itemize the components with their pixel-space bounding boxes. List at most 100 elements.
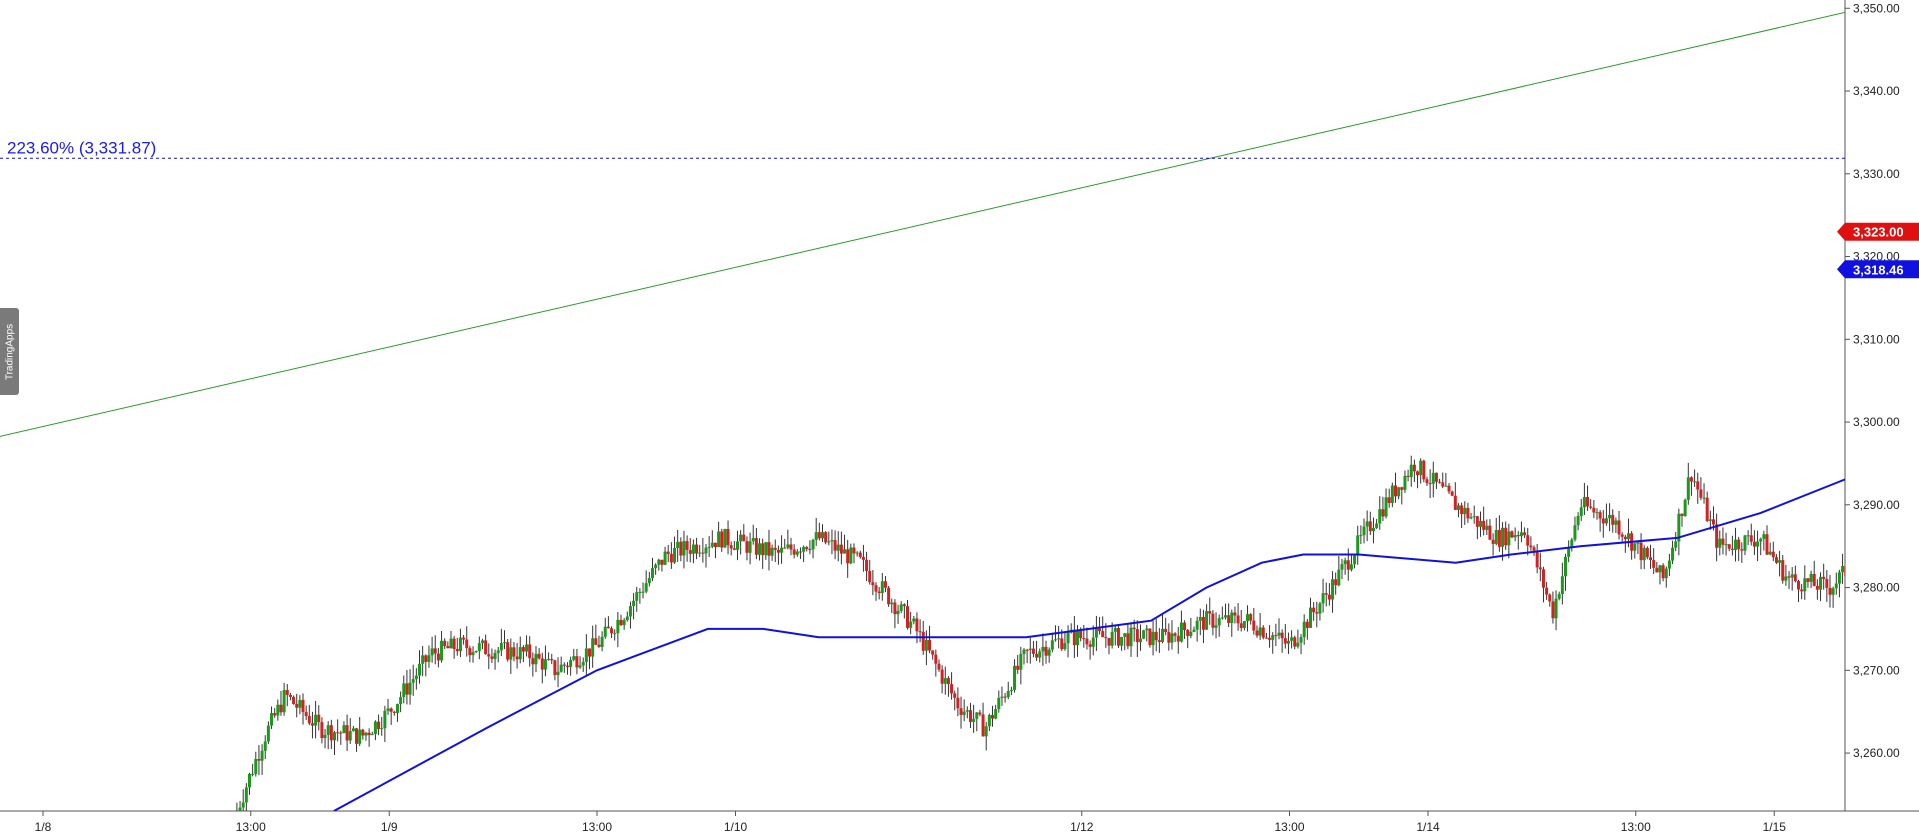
y-tick-label: 3,320.00: [1853, 250, 1900, 264]
candle-body: [1321, 593, 1325, 604]
candle-body: [1667, 560, 1671, 569]
candle-body: [1501, 527, 1505, 547]
candle-body: [1387, 497, 1391, 503]
candle-body: [975, 712, 979, 719]
candle-body: [1803, 578, 1807, 592]
candle-body: [1466, 507, 1470, 519]
candle-body: [909, 621, 913, 628]
candle-body: [666, 551, 670, 554]
candle-body: [1699, 489, 1703, 498]
candle-body: [317, 714, 321, 723]
candle-body: [1456, 505, 1460, 510]
candle-body: [556, 671, 560, 676]
candle-body: [1397, 487, 1401, 497]
candle-body: [858, 552, 862, 557]
candle-body: [581, 661, 585, 666]
candle-body: [1787, 576, 1791, 578]
candle-body: [1271, 635, 1275, 640]
candle-body: [534, 653, 538, 665]
candle-body: [1910, 546, 1913, 547]
candle-body: [1035, 653, 1039, 658]
candle-body: [1022, 649, 1026, 654]
candle-body: [764, 542, 768, 556]
candle-body: [880, 581, 884, 594]
candle-body: [1246, 614, 1250, 622]
candle-body: [1888, 552, 1891, 559]
candle-body: [1434, 472, 1438, 482]
candle-body: [1028, 648, 1032, 650]
candle-body: [1088, 644, 1092, 647]
candle-body: [1693, 481, 1697, 483]
candle-body: [946, 678, 950, 685]
candle-body: [348, 731, 352, 741]
last-price-badge-label: 3,323.00: [1853, 225, 1904, 240]
candle-body: [1428, 483, 1432, 485]
candle-body: [446, 646, 450, 649]
candle-body: [512, 647, 516, 657]
candle-body: [1806, 578, 1810, 582]
candle-body: [852, 547, 856, 554]
candle-body: [1161, 628, 1165, 642]
candle-body: [1460, 505, 1464, 515]
y-tick-label: 3,340.00: [1853, 84, 1900, 98]
candle-body: [553, 660, 557, 676]
candle-body: [1447, 485, 1451, 492]
candle-body: [474, 650, 478, 653]
candle-body: [685, 541, 689, 550]
candle-body: [314, 714, 318, 726]
candle-body: [610, 628, 614, 634]
candle-body: [1416, 471, 1420, 476]
candle-body: [792, 549, 796, 555]
candle-body: [635, 592, 639, 601]
candle-body: [1419, 460, 1423, 476]
candle-body: [798, 551, 802, 553]
candle-body: [370, 734, 374, 736]
candle-body: [462, 637, 466, 640]
candle-body: [748, 541, 752, 553]
candle-body: [1674, 541, 1678, 548]
candle-body: [632, 600, 636, 607]
x-tick-label: 13:00: [236, 820, 266, 834]
candle-body: [1869, 541, 1872, 557]
candle-body: [1683, 499, 1687, 516]
candle-body: [559, 664, 563, 672]
candle-body: [1258, 627, 1262, 636]
candle-body: [899, 604, 903, 611]
candle-body: [1642, 547, 1646, 561]
candle-body: [1740, 549, 1744, 551]
candle-body: [883, 581, 887, 588]
candle-body: [943, 678, 947, 684]
candle-body: [1205, 611, 1209, 630]
candle-body: [477, 643, 481, 651]
candle-body: [1031, 648, 1035, 654]
candle-body: [1907, 546, 1910, 548]
candle-body: [547, 658, 551, 660]
candle-body: [1895, 546, 1898, 558]
candle-body: [1217, 618, 1221, 626]
candle-body: [480, 640, 484, 644]
candle-body: [931, 650, 935, 655]
candle-body: [1497, 529, 1501, 547]
candle-body: [987, 714, 991, 727]
candle-body: [1790, 574, 1794, 578]
candle-body: [1066, 632, 1070, 644]
candle-body: [244, 787, 248, 803]
candle-body: [1472, 516, 1476, 518]
candle-body: [1743, 535, 1747, 551]
candle-body: [616, 619, 620, 634]
candle-body: [1223, 615, 1227, 618]
candle-body: [1854, 564, 1857, 573]
candle-body: [528, 644, 532, 659]
candle-body: [1576, 515, 1580, 526]
candle-body: [1173, 633, 1177, 636]
candle-body: [739, 534, 743, 542]
candle-body: [786, 544, 790, 548]
candle-body: [1746, 535, 1750, 537]
candle-body: [1013, 665, 1017, 690]
trading-apps-tab[interactable]: TradingApps: [0, 308, 19, 395]
candle-body: [1526, 535, 1530, 546]
candle-body: [713, 542, 717, 548]
candle-body: [1236, 615, 1240, 624]
candle-body: [1822, 576, 1826, 580]
